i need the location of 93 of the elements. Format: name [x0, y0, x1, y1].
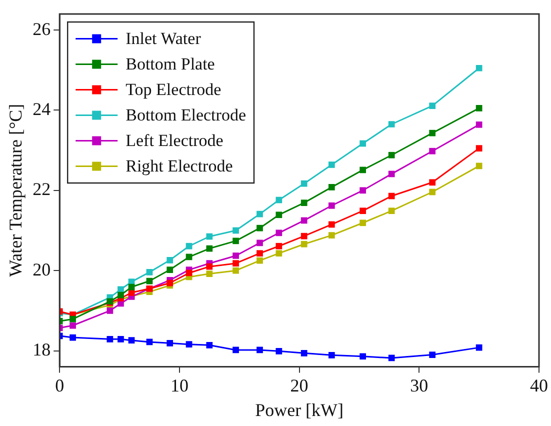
x-tick-label: 20 [290, 375, 308, 396]
point [300, 200, 308, 206]
point [256, 250, 263, 257]
point [360, 166, 366, 174]
point [276, 196, 282, 204]
point [429, 179, 436, 186]
point [70, 316, 76, 322]
point [388, 170, 395, 178]
point [70, 322, 76, 329]
x-axis-title: Power [kW] [255, 400, 344, 420]
point [232, 260, 239, 267]
y-tick-label: 26 [32, 18, 51, 39]
point [328, 184, 335, 190]
point [256, 210, 263, 218]
point [118, 336, 124, 342]
y-tick-label: 20 [32, 259, 51, 280]
legend-label: Inlet Water [126, 29, 202, 48]
y-tick-label: 18 [32, 340, 51, 360]
point [300, 232, 308, 240]
point [300, 217, 308, 224]
point [118, 292, 124, 298]
point [388, 354, 395, 362]
point [300, 240, 308, 248]
point [388, 208, 395, 214]
point [166, 256, 174, 264]
point [206, 342, 213, 348]
point [476, 145, 482, 152]
point [476, 121, 482, 128]
point [206, 245, 213, 252]
point [360, 353, 366, 360]
point [276, 212, 282, 218]
point [232, 238, 239, 244]
point [328, 232, 335, 238]
legend-label: Bottom Plate [126, 54, 215, 74]
point [256, 257, 263, 264]
point [388, 121, 395, 128]
point [476, 64, 482, 72]
point [106, 336, 114, 342]
point [328, 352, 335, 358]
point [232, 227, 239, 234]
point [256, 224, 263, 232]
point [429, 130, 436, 136]
legend-label: Left Electrode [126, 131, 224, 150]
x-tick-label: 40 [530, 375, 548, 396]
point [429, 188, 436, 196]
point [256, 346, 263, 354]
point [232, 346, 239, 354]
point [206, 233, 213, 240]
point [118, 286, 124, 293]
point [328, 202, 335, 209]
point [429, 352, 436, 358]
point [106, 307, 114, 314]
x-tick-label: 30 [410, 375, 428, 396]
point [476, 105, 482, 112]
point [232, 267, 239, 274]
point [328, 221, 335, 228]
legend-label: Right Electrode [126, 156, 233, 176]
x-tick-label: 0 [55, 375, 64, 396]
point [429, 148, 436, 154]
point [300, 350, 308, 356]
point [206, 263, 213, 270]
point [232, 252, 239, 259]
point [166, 280, 174, 286]
point [276, 250, 282, 257]
point [360, 140, 366, 147]
point [360, 220, 366, 226]
y-tick-label: 24 [32, 98, 51, 119]
point [206, 270, 213, 277]
y-axis-title: Water Temperature [°C] [6, 104, 26, 277]
point [128, 337, 135, 344]
point [429, 102, 436, 109]
point [256, 240, 263, 246]
legend-label: Bottom Electrode [126, 106, 246, 125]
point [388, 152, 395, 158]
point [186, 341, 192, 348]
point [166, 266, 174, 273]
legend-label: Top Electrode [126, 80, 222, 100]
point [328, 162, 335, 168]
point [476, 162, 482, 170]
point [166, 340, 174, 346]
point [360, 208, 366, 214]
x-tick-label: 10 [170, 375, 188, 396]
y-tick-label: 22 [32, 179, 51, 200]
point [70, 334, 76, 341]
point [276, 230, 282, 236]
point [300, 180, 308, 187]
point [476, 344, 482, 351]
point [276, 242, 282, 250]
point [186, 242, 192, 250]
point [360, 187, 366, 194]
point [276, 348, 282, 354]
point [388, 192, 395, 200]
point [146, 269, 153, 276]
